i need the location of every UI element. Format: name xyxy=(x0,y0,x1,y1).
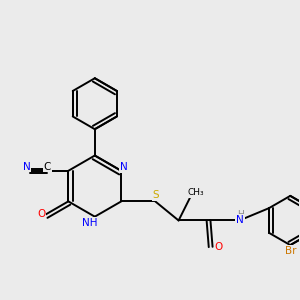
Text: NH: NH xyxy=(82,218,98,228)
Text: N: N xyxy=(236,214,244,225)
Text: H: H xyxy=(237,210,244,219)
Text: O: O xyxy=(214,242,223,252)
Text: N: N xyxy=(120,162,128,172)
Text: N: N xyxy=(23,162,31,172)
Text: C: C xyxy=(44,162,51,172)
Text: O: O xyxy=(37,209,45,219)
Text: S: S xyxy=(153,190,159,200)
Text: Br: Br xyxy=(284,246,296,256)
Text: CH₃: CH₃ xyxy=(187,188,204,197)
